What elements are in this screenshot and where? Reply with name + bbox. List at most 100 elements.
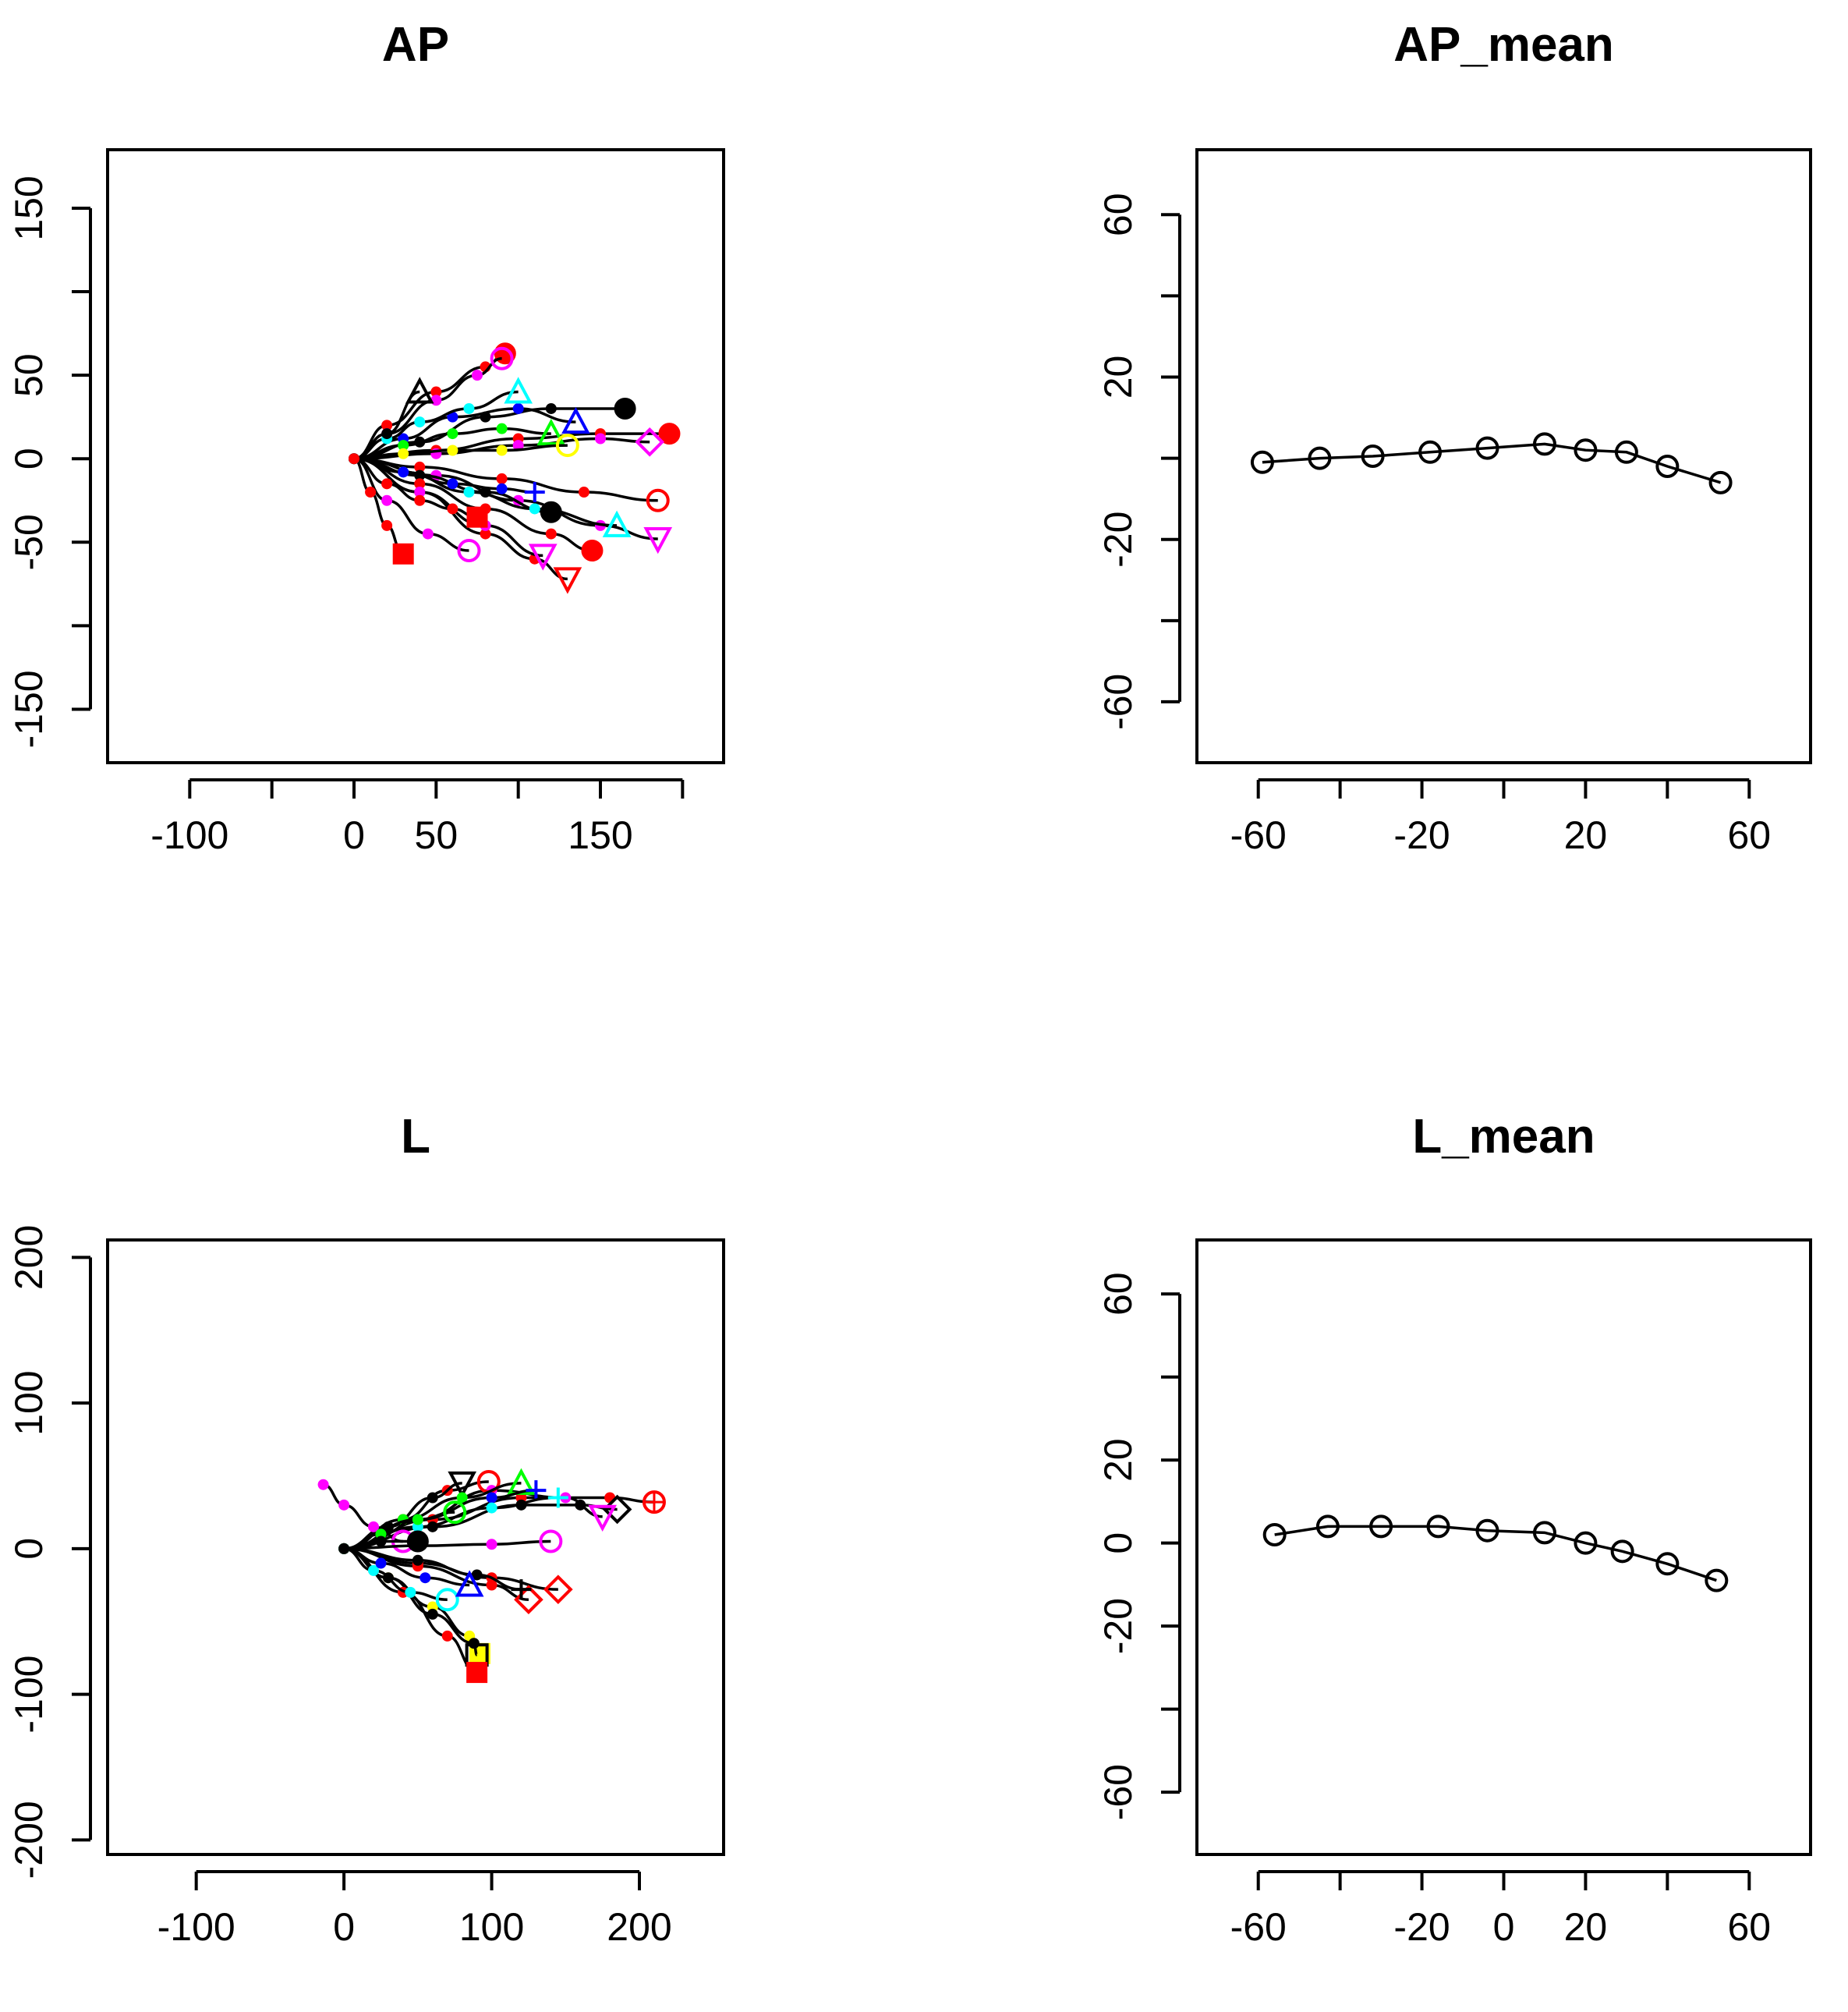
series-20: [338, 1530, 429, 1554]
data-point: [412, 1514, 423, 1525]
data-point: [1315, 1514, 1340, 1539]
x-tick-label: -60: [1230, 813, 1287, 857]
data-point: [466, 1662, 488, 1684]
data-point: [1361, 445, 1385, 468]
data-point: [375, 1557, 387, 1569]
x-tick-label: 60: [1727, 1905, 1771, 1949]
y-axis: -200 -100 0 100 200: [7, 1225, 92, 1879]
data-point: [414, 478, 426, 490]
series-line: [1274, 1525, 1717, 1582]
data-point: [447, 478, 458, 490]
y-axis: -150 -50 0 50 150: [7, 175, 92, 749]
series-line: [353, 457, 404, 556]
series-line: [353, 457, 469, 552]
chart-title: L_mean: [1412, 1110, 1595, 1164]
data-point: [543, 1575, 573, 1604]
series-line: [344, 1547, 470, 1587]
data-point: [1655, 1552, 1680, 1576]
y-tick-label: -200: [7, 1801, 51, 1879]
x-axis: -60 -20 20 60: [1230, 778, 1771, 857]
plot-frame: [1195, 148, 1812, 764]
data-point: [553, 567, 582, 594]
data-point: [1532, 432, 1556, 456]
data-point: [511, 1579, 532, 1600]
x-tick-label: -20: [1393, 1905, 1450, 1949]
data-point: [1574, 1531, 1598, 1555]
data-point: [529, 503, 540, 515]
data-point: [1475, 1518, 1499, 1543]
data-point: [448, 1471, 477, 1499]
data-point: [1705, 1568, 1729, 1592]
series-group: [1250, 432, 1733, 494]
data-point: [646, 488, 670, 512]
y-tick-label: 50: [7, 353, 51, 397]
y-tick-label: -20: [1096, 512, 1140, 568]
y-axis: -60 -20 0 20 60: [1096, 1272, 1181, 1820]
data-point: [526, 1480, 547, 1501]
y-tick-label: 200: [7, 1225, 51, 1290]
x-tick-label: 20: [1564, 1905, 1608, 1949]
data-point: [466, 506, 488, 528]
data-point: [368, 1521, 380, 1532]
y-tick-label: 0: [7, 1538, 51, 1560]
data-point: [1475, 436, 1499, 460]
data-point: [643, 527, 673, 554]
data-point: [486, 1502, 497, 1514]
chart-title: AP_mean: [1393, 18, 1614, 72]
data-point: [512, 402, 524, 414]
data-point: [338, 1543, 350, 1554]
series-1: [1262, 1514, 1729, 1592]
data-point: [406, 1530, 429, 1553]
data-point: [504, 377, 533, 404]
data-point: [1369, 1514, 1393, 1539]
data-point: [457, 539, 481, 563]
series-line: [344, 1547, 529, 1601]
data-point: [496, 445, 508, 456]
x-axis: -60 -20 0 20 60: [1230, 1870, 1771, 1949]
data-point: [536, 418, 566, 446]
data-point: [602, 510, 632, 537]
series-16: [349, 418, 566, 465]
data-point: [414, 494, 426, 506]
data-point: [496, 473, 508, 484]
data-point: [447, 445, 458, 456]
series-line: [344, 1511, 455, 1550]
data-point: [414, 461, 426, 473]
data-point: [539, 1529, 563, 1553]
chart-panel-1: AP -100 0 50 150 -150 -50 0 50 150: [7, 18, 725, 857]
data-point: [1655, 455, 1680, 479]
data-point: [463, 487, 475, 498]
data-point: [456, 1492, 468, 1504]
data-point: [595, 433, 606, 445]
data-point: [414, 487, 426, 498]
y-tick-label: 60: [1096, 1272, 1140, 1316]
data-point: [414, 416, 426, 428]
x-tick-label: 150: [568, 813, 632, 857]
data-point: [398, 466, 409, 478]
data-point: [430, 386, 442, 398]
x-axis: -100 0 50 150: [150, 778, 685, 857]
data-point: [547, 1487, 568, 1508]
plot-frame: [106, 1238, 725, 1856]
data-point: [381, 494, 393, 506]
x-tick-label: 0: [343, 813, 365, 857]
y-tick-label: 100: [7, 1370, 51, 1435]
data-point: [368, 1564, 380, 1576]
y-tick-label: 0: [7, 448, 51, 469]
data-point: [642, 1490, 666, 1514]
plot-frame: [106, 148, 725, 764]
y-tick-label: -150: [7, 670, 51, 748]
y-tick-label: -60: [1096, 1764, 1140, 1820]
data-point: [422, 528, 434, 540]
data-point: [1614, 440, 1638, 464]
data-point: [471, 1569, 483, 1581]
data-point: [430, 395, 442, 406]
data-point: [398, 440, 409, 452]
series-line: [1262, 442, 1722, 484]
marker-plus: [643, 1492, 664, 1513]
data-point: [545, 402, 557, 414]
data-point: [447, 428, 458, 440]
data-point: [420, 1572, 431, 1584]
data-point: [398, 448, 409, 459]
